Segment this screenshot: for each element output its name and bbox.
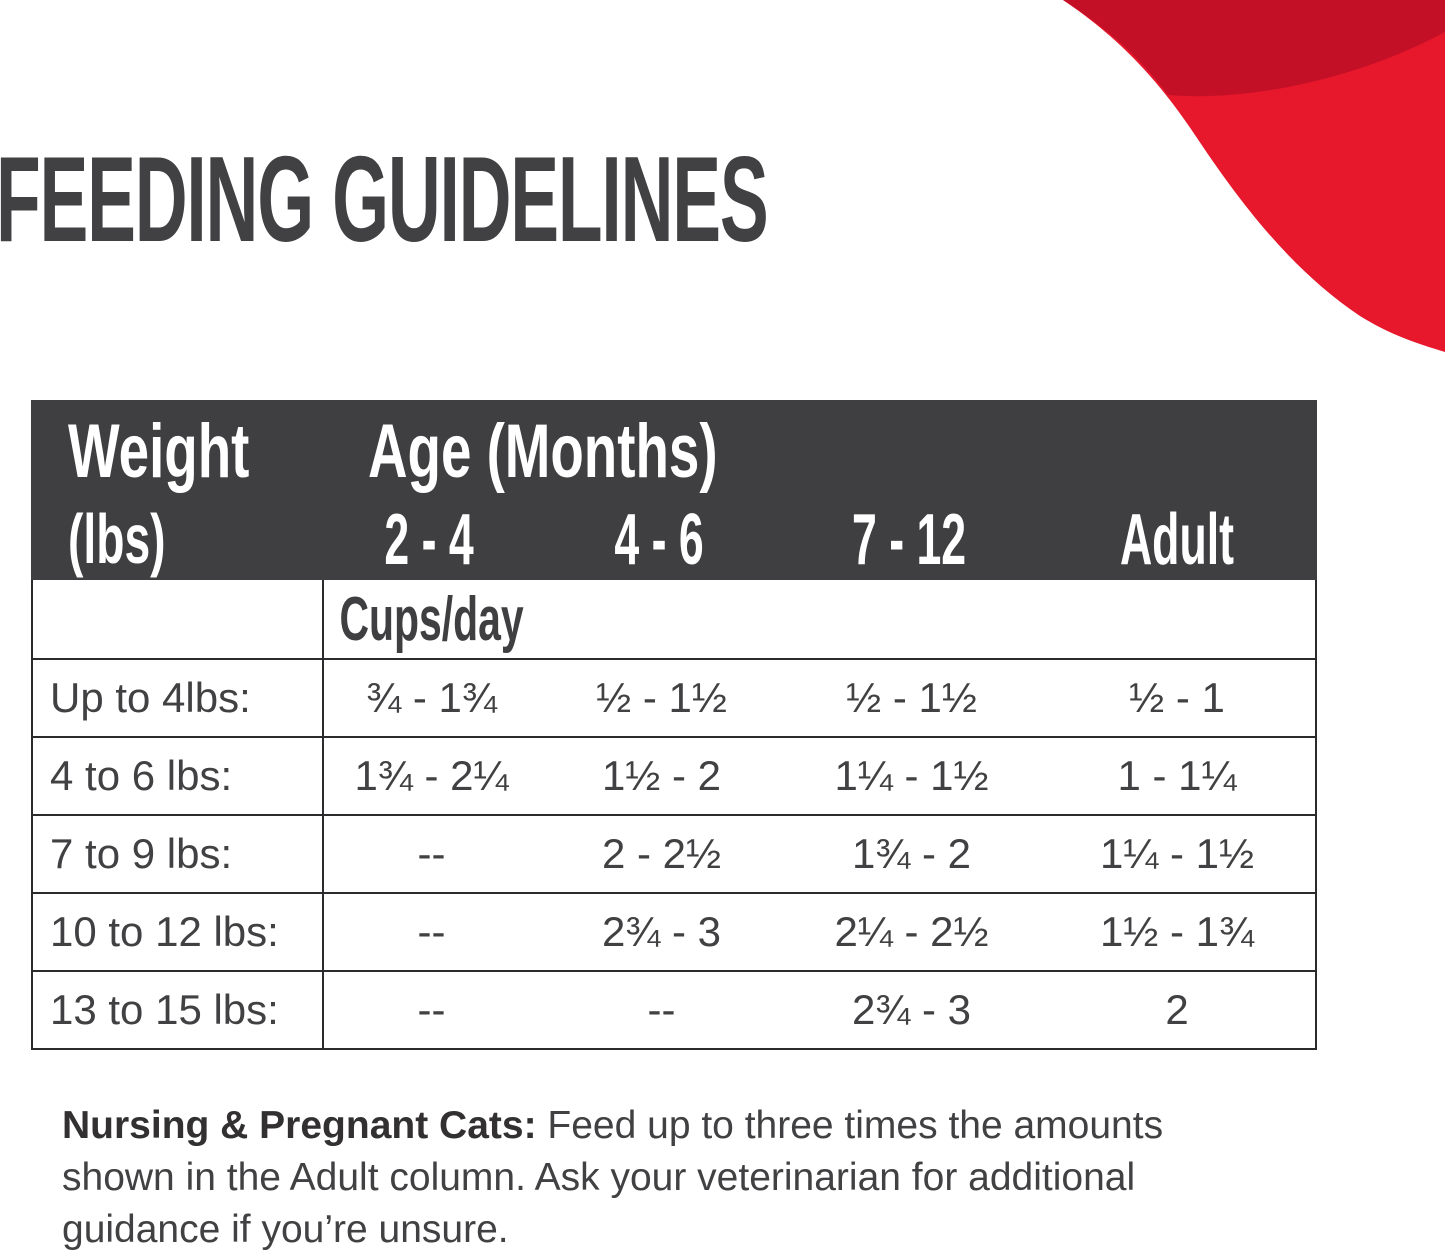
page-title: FEEDING GUIDELINES xyxy=(0,131,769,267)
column-divider xyxy=(322,580,324,1048)
cups-value: 2¼ - 2½ xyxy=(834,908,989,955)
cups-value: -- xyxy=(417,986,446,1033)
cups-value: 1 - 1¼ xyxy=(1117,752,1237,799)
cups-value: 1¾ - 2 xyxy=(851,830,972,877)
weight-unit-label: (lbs) xyxy=(68,500,166,578)
cups-value: 2¾ - 3 xyxy=(601,908,722,955)
cups-value: 1½ - 2 xyxy=(601,752,722,799)
cups-value: 1½ - 1¾ xyxy=(1099,908,1255,955)
units-label-cell: Cups/day xyxy=(324,580,539,658)
cups-value: 2 xyxy=(1165,986,1189,1033)
age-column-2-4: 2 - 4 xyxy=(384,500,475,580)
weight-range-label: 7 to 9 lbs: xyxy=(50,830,233,877)
cups-value: -- xyxy=(647,986,676,1033)
units-row-spacer xyxy=(33,580,324,658)
note-line2: shown in the Adult column. Ask your vete… xyxy=(62,1156,1136,1199)
age-column-4-6: 4 - 6 xyxy=(614,500,705,580)
cups-value: 2 - 2½ xyxy=(601,830,722,877)
cups-value: ½ - 1½ xyxy=(846,674,977,721)
cups-value: 2¾ - 3 xyxy=(851,986,972,1033)
age-column-adult: Adult xyxy=(1119,500,1235,580)
cups-value: 1¼ - 1½ xyxy=(1099,830,1255,877)
age-subcolumns: 2 - 4 4 - 6 7 - 12 Adult xyxy=(322,504,1317,576)
cups-value: ½ - 1 xyxy=(1129,674,1225,721)
table-row: 13 to 15 lbs: -- -- 2¾ - 3 2 xyxy=(33,970,1315,1048)
feeding-table: Weight Age (Months) (lbs) 2 - 4 4 - 6 7 … xyxy=(31,400,1317,1050)
red-swoosh-decoration xyxy=(1063,0,1445,352)
age-months-header: Age (Months) xyxy=(368,409,718,494)
table-header: Weight Age (Months) (lbs) 2 - 4 4 - 6 7 … xyxy=(31,400,1317,580)
note-lead: Nursing & Pregnant Cats: xyxy=(62,1104,537,1147)
units-label: Cups/day xyxy=(339,584,524,654)
note-line1: Feed up to three times the amounts xyxy=(536,1104,1164,1147)
age-column-7-12: 7 - 12 xyxy=(852,500,967,580)
cups-value: ¾ - 1¾ xyxy=(366,674,497,721)
table-body: Cups/day Up to 4lbs: ¾ - 1¾ ½ - 1½ ½ - 1… xyxy=(31,580,1317,1050)
cups-value: 1¼ - 1½ xyxy=(834,752,989,799)
table-row: Up to 4lbs: ¾ - 1¾ ½ - 1½ ½ - 1½ ½ - 1 xyxy=(33,658,1315,736)
weight-range-label: 13 to 15 lbs: xyxy=(50,986,279,1033)
cups-value: 1¾ - 2¼ xyxy=(354,752,509,799)
weight-column-header: Weight xyxy=(68,409,250,494)
weight-range-label: 10 to 12 lbs: xyxy=(50,908,279,955)
note-line3: guidance if you’re unsure. xyxy=(62,1208,509,1251)
weight-range-label: Up to 4lbs: xyxy=(50,674,251,721)
table-row: 10 to 12 lbs: -- 2¾ - 3 2¼ - 2½ 1½ - 1¾ xyxy=(33,892,1315,970)
cups-value: ½ - 1½ xyxy=(596,674,727,721)
units-row: Cups/day xyxy=(33,580,1315,658)
table-row: 7 to 9 lbs: -- 2 - 2½ 1¾ - 2 1¼ - 1½ xyxy=(33,814,1315,892)
table-row: 4 to 6 lbs: 1¾ - 2¼ 1½ - 2 1¼ - 1½ 1 - 1… xyxy=(33,736,1315,814)
weight-range-label: 4 to 6 lbs: xyxy=(50,752,233,799)
cups-value: -- xyxy=(417,830,446,877)
nursing-pregnant-note: Nursing & Pregnant Cats: Feed up to thre… xyxy=(62,1100,1392,1256)
cups-value: -- xyxy=(417,908,446,955)
